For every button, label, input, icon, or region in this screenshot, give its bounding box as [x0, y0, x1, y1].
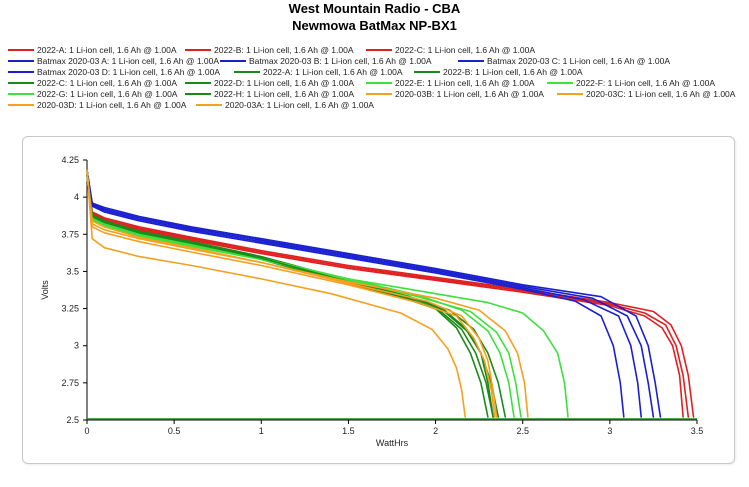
x-tick-label: 2: [433, 426, 438, 436]
legend-swatch: [366, 81, 392, 84]
legend-label: 2022-E: 1 Li-ion cell, 1.6 Ah @ 1.00A: [395, 78, 535, 88]
series-line: [86, 174, 500, 418]
legend-label: 2022-B: 1 Li-ion cell, 1.6 Ah @ 1.00A: [214, 45, 354, 55]
legend-label: 2022-A: 1 Li-ion cell, 1.6 Ah @ 1.00A: [37, 45, 177, 55]
legend-label: 2022-F: 1 Li-ion cell, 1.6 Ah @ 1.00A: [576, 78, 716, 88]
legend-swatch: [547, 81, 573, 84]
legend-label: Batmax 2020-03 D: 1 Li-ion cell, 1.6 Ah …: [37, 67, 220, 77]
series-line: [86, 169, 496, 418]
legend-swatch: [185, 81, 211, 84]
chart-title: West Mountain Radio - CBA: [288, 1, 461, 16]
series-line: [86, 174, 494, 418]
legend-item: 2022-C: 1 Li-ion cell, 1.6 Ah @ 1.00A: [366, 45, 535, 56]
series-line: [86, 174, 507, 418]
legend-swatch: [366, 48, 392, 51]
legend-label: 2020-03B: 1 Li-ion cell, 1.6 Ah @ 1.00A: [395, 89, 544, 99]
x-tick-label: 1: [259, 426, 264, 436]
legend-label: 2022-C: 1 Li-ion cell, 1.6 Ah @ 1.00A: [37, 78, 177, 88]
legend-label: 2022-B: 1 Li-ion cell, 1.6 Ah @ 1.00A: [443, 67, 583, 77]
legend-item: 2022-C: 1 Li-ion cell, 1.6 Ah @ 1.00A: [8, 78, 177, 89]
legend-swatch: [8, 92, 34, 95]
legend-label: 2020-03D: 1 Li-ion cell, 1.6 Ah @ 1.00A: [37, 100, 187, 110]
legend-swatch: [366, 92, 392, 95]
x-tick-label: 0.5: [168, 426, 181, 436]
x-tick-label: 2.5: [516, 426, 529, 436]
legend-label: 2022-H: 1 Li-ion cell, 1.6 Ah @ 1.00A: [214, 89, 354, 99]
legend-swatch: [8, 48, 34, 51]
y-axis-title: Volts: [40, 280, 50, 300]
legend-label: 2020-03A: 1 Li-ion cell, 1.6 Ah @ 1.00A: [225, 100, 374, 110]
chart-subtitle: Newmowa BatMax NP-BX1: [292, 18, 457, 33]
x-tick-label: 3: [607, 426, 612, 436]
series-line: [86, 169, 625, 418]
x-tick-label: 1.5: [342, 426, 355, 436]
legend-label: 2022-C: 1 Li-ion cell, 1.6 Ah @ 1.00A: [395, 45, 535, 55]
plot-frame: [22, 136, 735, 464]
legend-swatch: [458, 59, 484, 62]
legend-swatch: [8, 70, 34, 73]
legend-label: 2020-03C: 1 Li-ion cell, 1.6 Ah @ 1.00A: [586, 89, 736, 99]
legend-swatch: [8, 59, 34, 62]
series-line: [86, 174, 522, 418]
x-tick-label: 0: [84, 426, 89, 436]
legend-item: 2022-B: 1 Li-ion cell, 1.6 Ah @ 1.00A: [414, 67, 583, 78]
y-tick-label: 4: [74, 192, 79, 202]
legend: 2022-A: 1 Li-ion cell, 1.6 Ah @ 1.00A 202…: [0, 0, 749, 130]
legend-label: Batmax 2020-03 B: 1 Li-ion cell, 1.6 Ah …: [249, 56, 432, 66]
legend-item: 2022-A: 1 Li-ion cell, 1.6 Ah @ 1.00A: [8, 45, 177, 56]
legend-item: Batmax 2020-03 B: 1 Li-ion cell, 1.6 Ah …: [220, 56, 432, 67]
y-tick-label: 3.5: [66, 266, 79, 276]
legend-item: 2020-03D: 1 Li-ion cell, 1.6 Ah @ 1.00A: [8, 100, 186, 111]
legend-swatch: [185, 48, 211, 51]
legend-label: Batmax 2020-03 C: 1 Li-ion cell, 1.6 Ah …: [487, 56, 670, 66]
x-axis-title: WattHrs: [376, 438, 409, 448]
legend-item: 2020-03C: 1 Li-ion cell, 1.6 Ah @ 1.00A: [557, 89, 735, 100]
legend-item: 2020-03B: 1 Li-ion cell, 1.6 Ah @ 1.00A: [366, 89, 544, 100]
legend-item: 2022-G: 1 Li-ion cell, 1.6 Ah @ 1.00A: [8, 89, 177, 100]
legend-label: Batmax 2020-03 A: 1 Li-ion cell, 1.6 Ah …: [37, 56, 220, 66]
legend-item: Batmax 2020-03 A: 1 Li-ion cell, 1.6 Ah …: [8, 56, 219, 67]
legend-item: 2020-03A: 1 Li-ion cell, 1.6 Ah @ 1.00A: [196, 100, 374, 111]
legend-item: 2022-F: 1 Li-ion cell, 1.6 Ah @ 1.00A: [547, 78, 715, 89]
y-tick-label: 3: [74, 341, 79, 351]
legend-swatch: [234, 70, 260, 73]
legend-label: 2022-G: 1 Li-ion cell, 1.6 Ah @ 1.00A: [37, 89, 178, 99]
x-tick-label: 3.5: [691, 426, 704, 436]
legend-swatch: [414, 70, 440, 73]
legend-item: 2022-A: 1 Li-ion cell, 1.6 Ah @ 1.00A: [234, 67, 403, 78]
series-line: [86, 169, 643, 418]
y-tick-label: 2.75: [61, 378, 79, 388]
y-tick-label: 3.25: [61, 304, 79, 314]
series-line: [86, 169, 655, 418]
legend-item: 2022-B: 1 Li-ion cell, 1.6 Ah @ 1.00A: [185, 45, 354, 56]
series-line: [86, 169, 529, 418]
series-line: [86, 169, 467, 418]
y-tick-label: 2.5: [66, 415, 79, 425]
legend-swatch: [196, 103, 222, 106]
legend-swatch: [8, 81, 34, 84]
legend-label: 2022-A: 1 Li-ion cell, 1.6 Ah @ 1.00A: [263, 67, 403, 77]
series-line: [86, 169, 690, 418]
series-line: [86, 174, 494, 418]
series-line: [86, 169, 695, 418]
legend-swatch: [220, 59, 246, 62]
legend-swatch: [185, 92, 211, 95]
legend-item: 2022-E: 1 Li-ion cell, 1.6 Ah @ 1.00A: [366, 78, 535, 89]
legend-label: 2022-D: 1 Li-ion cell, 1.6 Ah @ 1.00A: [214, 78, 354, 88]
series-line: [86, 169, 662, 418]
series-line: [86, 174, 569, 418]
y-tick-label: 4.25: [61, 155, 79, 165]
legend-item: 2022-D: 1 Li-ion cell, 1.6 Ah @ 1.00A: [185, 78, 354, 89]
legend-item: Batmax 2020-03 C: 1 Li-ion cell, 1.6 Ah …: [458, 56, 670, 67]
y-tick-label: 3.75: [61, 229, 79, 239]
legend-swatch: [557, 92, 583, 95]
legend-item: 2022-H: 1 Li-ion cell, 1.6 Ah @ 1.00A: [185, 89, 354, 100]
series-line: [86, 169, 498, 418]
legend-swatch: [8, 103, 34, 106]
legend-item: Batmax 2020-03 D: 1 Li-ion cell, 1.6 Ah …: [8, 67, 220, 78]
